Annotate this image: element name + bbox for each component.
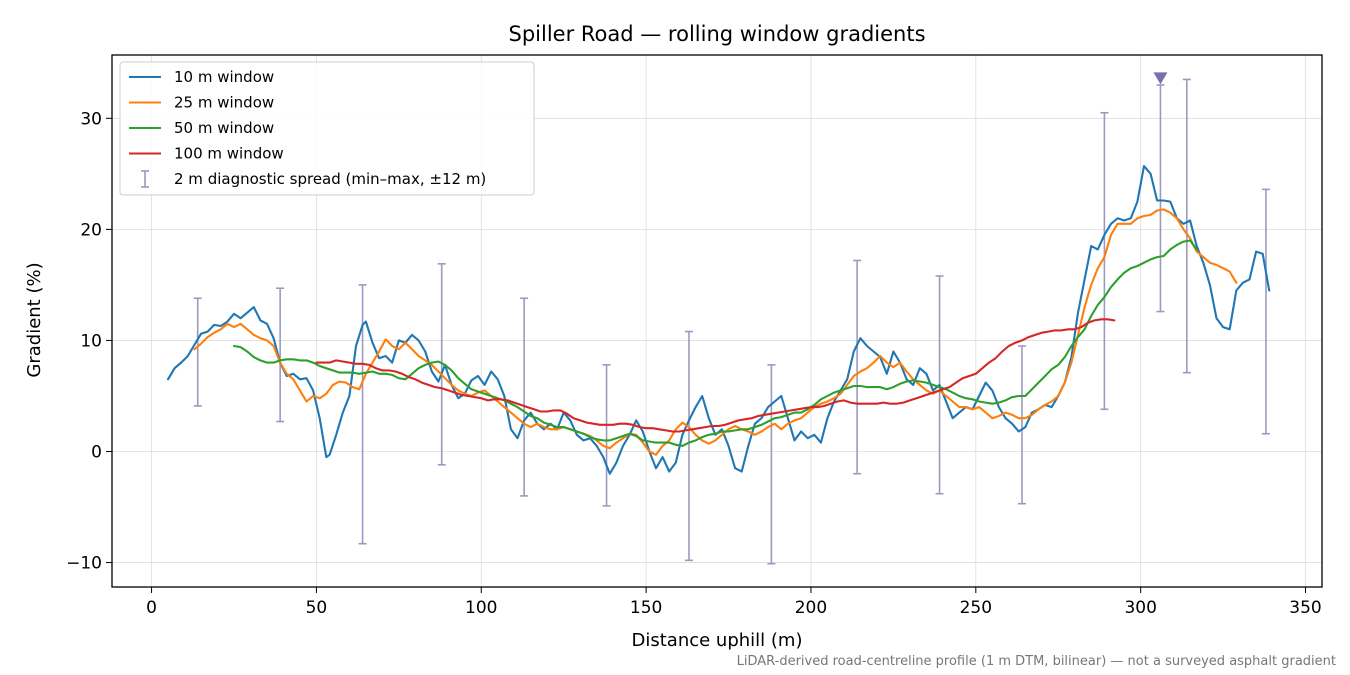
x-tick-label-2: 100 — [465, 598, 497, 618]
series-line-2 — [232, 239, 1198, 447]
series-lines — [166, 165, 1271, 475]
spread-bar-13 — [1182, 78, 1191, 374]
series-line-3 — [315, 318, 1116, 433]
spread-clipped-marker — [1153, 72, 1168, 85]
legend: 10 m window 25 m window 50 m window 100 m w… — [119, 61, 535, 196]
y-axis-ticks: −10 0 10 20 30 — [66, 109, 112, 574]
x-tick-label-6: 300 — [1124, 598, 1156, 618]
legend-label-0: 10 m window — [174, 68, 274, 86]
legend-label-2: 50 m window — [174, 119, 274, 137]
spread-bar-7 — [767, 364, 776, 565]
y-tick-label-0: −10 — [66, 554, 102, 574]
legend-entry-3: 100 m window — [129, 145, 284, 163]
series-line-0 — [166, 165, 1271, 475]
legend-entry-1: 25 m window — [129, 94, 274, 112]
footnote: LiDAR-derived road-centreline profile (1… — [737, 654, 1336, 669]
plot-frame — [111, 54, 1323, 588]
spread-bar-0 — [193, 297, 202, 407]
spread-bar-10 — [1017, 345, 1026, 505]
y-tick-label-1: 0 — [91, 443, 102, 463]
x-axis-ticks: 0 50 100 150 200 250 300 350 — [146, 587, 1322, 618]
y-tick-label-2: 10 — [80, 331, 102, 351]
spread-bar-11 — [1100, 111, 1109, 411]
legend-entry-0: 10 m window — [129, 68, 274, 86]
x-tick-label-4: 200 — [795, 598, 827, 618]
legend-label-4: 2 m diagnostic spread (min–max, ±12 m) — [174, 170, 486, 188]
x-tick-label-5: 250 — [960, 598, 992, 618]
y-tick-label-4: 30 — [80, 109, 102, 129]
x-tick-label-0: 0 — [146, 598, 157, 618]
legend-label-1: 25 m window — [174, 94, 274, 112]
x-tick-label-7: 350 — [1289, 598, 1321, 618]
spread-bar-8 — [853, 259, 862, 475]
chart-title: Spiller Road — rolling window gradients — [508, 22, 925, 46]
y-axis-label: Gradient (%) — [24, 262, 45, 377]
spread-bar-4 — [520, 297, 529, 497]
spread-bar-14 — [1261, 188, 1270, 435]
x-tick-label-3: 150 — [630, 598, 662, 618]
spread-bar-1 — [276, 287, 285, 423]
x-axis-label: Distance uphill (m) — [632, 630, 803, 651]
legend-box — [119, 61, 535, 196]
spread-bar-6 — [684, 330, 693, 562]
legend-entry-2: 50 m window — [129, 119, 274, 137]
legend-label-3: 100 m window — [174, 145, 284, 163]
y-tick-label-3: 20 — [80, 220, 102, 240]
legend-entry-4: 2 m diagnostic spread (min–max, ±12 m) — [141, 170, 486, 188]
series-line-1 — [193, 208, 1238, 456]
x-tick-label-1: 50 — [306, 598, 328, 618]
spread-bar-12 — [1156, 84, 1165, 313]
spread-bar-5 — [602, 364, 611, 507]
